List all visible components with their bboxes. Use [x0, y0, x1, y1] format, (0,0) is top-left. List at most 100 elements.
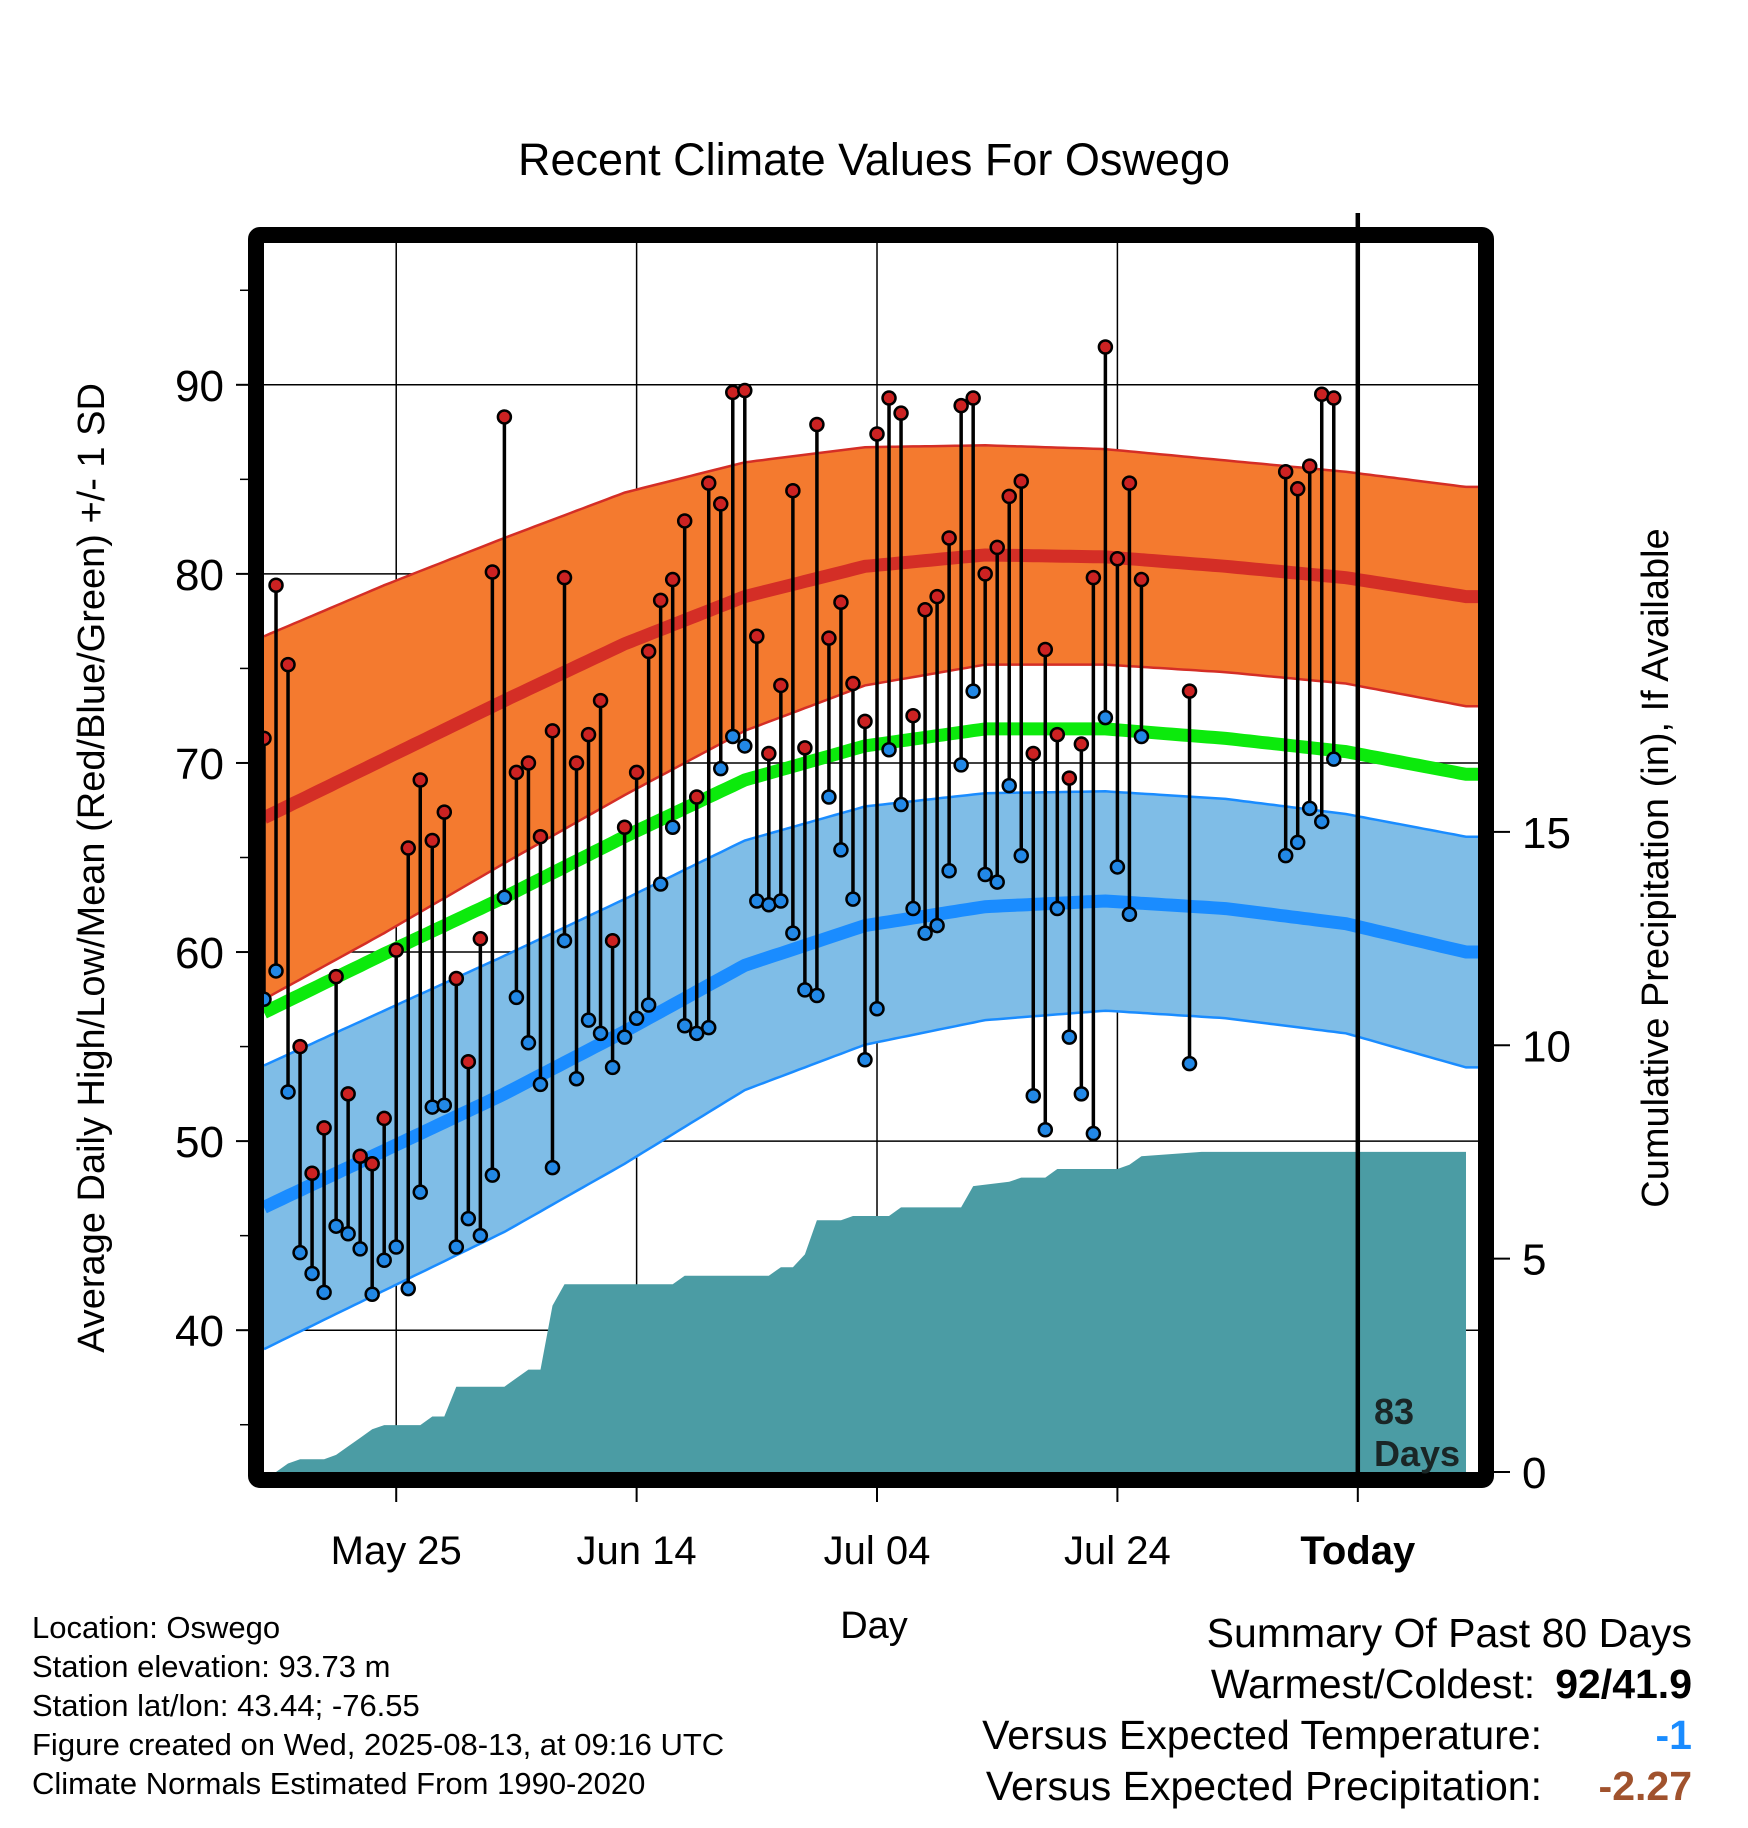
- observed-low-point: [580, 1012, 597, 1028]
- elevation-text: Station elevation: 93.73 m: [32, 1649, 391, 1684]
- observed-low-point: [1097, 709, 1114, 726]
- observed-high-point: [833, 594, 849, 610]
- observed-low-point: [616, 1029, 633, 1045]
- observed-low-point: [676, 1018, 693, 1034]
- observed-high-point: [1181, 683, 1198, 699]
- observed-high-point: [676, 513, 693, 529]
- precip-label: Versus Expected Precipitation:: [985, 1763, 1542, 1809]
- observed-low-point: [1301, 800, 1318, 817]
- observed-high-point: [628, 764, 645, 781]
- observed-high-point: [857, 713, 873, 730]
- observed-high-point: [280, 656, 296, 673]
- normals-text: Climate Normals Estimated From 1990-2020: [32, 1766, 646, 1801]
- observed-low-point: [436, 1097, 453, 1113]
- observed-low-point: [328, 1218, 344, 1234]
- observed-low-point: [917, 925, 933, 941]
- observed-high-point: [1109, 551, 1126, 567]
- warmest-value: 92/41.9: [1555, 1661, 1692, 1707]
- observed-low-point: [412, 1184, 429, 1200]
- y2-tick-label: 5: [1522, 1236, 1546, 1285]
- observed-high-point: [1121, 475, 1138, 491]
- observed-high-point: [749, 628, 765, 645]
- y-tick-label: 40: [175, 1307, 224, 1356]
- observed-high-point: [881, 390, 897, 406]
- y2-tick-label: 15: [1522, 809, 1571, 858]
- observed-high-point: [688, 789, 705, 805]
- observed-low-point: [821, 789, 837, 805]
- observed-low-point: [869, 1001, 885, 1017]
- observed-low-point: [857, 1052, 873, 1068]
- location-text: Location: Oswego: [32, 1610, 281, 1645]
- observed-low-point: [941, 862, 957, 879]
- observed-low-point: [1289, 834, 1306, 851]
- high-sd-lower-edge: [264, 663, 1478, 1001]
- observed-high-point: [773, 677, 789, 694]
- observed-low-point: [1073, 1086, 1090, 1102]
- observed-high-point: [292, 1038, 308, 1055]
- y-tick-label: 60: [175, 929, 224, 978]
- observed-high-point: [1085, 569, 1102, 586]
- observed-high-point: [264, 730, 272, 747]
- observed-low-point: [496, 889, 513, 905]
- summary-warmest-row: Warmest/Coldest: 92/41.9: [982, 1659, 1692, 1710]
- observed-low-point: [460, 1210, 477, 1227]
- observed-high-point: [508, 764, 525, 781]
- plot-content: [264, 243, 1478, 1472]
- observed-low-point: [304, 1265, 320, 1282]
- observed-low-point: [977, 866, 993, 883]
- observed-low-point: [628, 1010, 645, 1026]
- observed-high-point: [1133, 571, 1150, 588]
- high-sd-upper-edge: [264, 444, 1478, 638]
- observed-high-point: [448, 970, 465, 987]
- observed-low-point: [809, 987, 825, 1004]
- observed-low-point: [352, 1241, 368, 1257]
- observed-high-point: [1037, 641, 1054, 658]
- observed-low-point: [1121, 906, 1138, 922]
- observed-high-point: [268, 577, 284, 593]
- station-info: Location: Oswego Station elevation: 93.7…: [32, 1608, 724, 1803]
- observed-low-point: [604, 1059, 621, 1076]
- observed-low-point: [737, 738, 753, 754]
- observed-low-point: [713, 760, 729, 777]
- observed-high-point: [640, 643, 657, 660]
- low-sd-lower-edge: [264, 1009, 1478, 1351]
- observed-high-point: [737, 382, 753, 399]
- observed-low-point: [652, 876, 669, 892]
- y2-tick-label: 0: [1522, 1449, 1546, 1498]
- observed-low-point: [1037, 1122, 1054, 1138]
- x-axis-label: Day: [840, 1605, 908, 1647]
- observed-low-point: [292, 1244, 308, 1261]
- observed-high-point: [604, 932, 621, 949]
- observed-high-point: [1013, 473, 1029, 489]
- observed-high-point: [905, 707, 921, 724]
- observed-low-point: [1326, 751, 1342, 767]
- warmest-label: Warmest/Coldest:: [1210, 1661, 1536, 1707]
- observed-high-point: [616, 819, 633, 835]
- observed-low-point: [773, 893, 789, 909]
- low-sd-band: [264, 791, 1478, 1350]
- observed-high-point: [580, 726, 597, 743]
- observed-high-point: [664, 571, 681, 588]
- observed-high-point: [1049, 726, 1066, 743]
- latlon-text: Station lat/lon: 43.44; -76.55: [32, 1688, 420, 1723]
- observed-high-point: [316, 1120, 332, 1136]
- observed-high-point: [544, 723, 561, 739]
- observed-high-point: [592, 692, 609, 709]
- observed-high-point: [1277, 464, 1294, 480]
- y-tick-label: 90: [175, 362, 224, 411]
- summary-panel: Summary Of Past 80 Days Warmest/Coldest:…: [982, 1608, 1692, 1812]
- observed-high-point: [484, 564, 501, 580]
- y2-axis-label: Cumulative Precipitation (in), If Availa…: [1635, 528, 1677, 1207]
- summary-temp-row: Versus Expected Temperature: -1: [982, 1710, 1692, 1761]
- observed-high-point: [700, 475, 717, 491]
- temp-value: -1: [1655, 1712, 1692, 1758]
- observed-low-point: [268, 963, 284, 979]
- days-label-word: Days: [1374, 1433, 1460, 1474]
- observed-low-point: [568, 1070, 585, 1087]
- observed-low-point: [532, 1076, 549, 1093]
- observed-low-point: [1013, 847, 1029, 864]
- y-axis-label: Average Daily High/Low/Mean (Red/Blue/Gr…: [71, 383, 113, 1353]
- observed-low-point: [472, 1227, 489, 1244]
- observed-low-point: [388, 1239, 404, 1255]
